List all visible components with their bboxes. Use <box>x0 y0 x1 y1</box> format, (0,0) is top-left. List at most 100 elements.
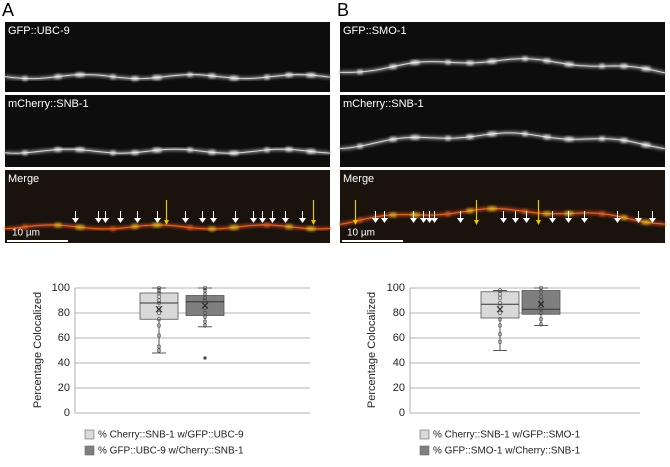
puncta <box>599 211 605 216</box>
y-axis-label: Percentage Colocalized <box>366 292 378 408</box>
data-point <box>156 285 162 291</box>
puncta <box>152 222 162 227</box>
puncta <box>152 75 162 80</box>
puncta <box>75 225 85 230</box>
data-point <box>156 323 162 328</box>
arrow-yellow-head <box>474 220 479 225</box>
y-tick-label: 0 <box>399 407 405 419</box>
puncta <box>357 144 363 149</box>
data-point <box>497 317 503 322</box>
data-point <box>156 310 162 316</box>
puncta <box>389 212 397 217</box>
arrow <box>512 211 519 223</box>
panel-label: A <box>2 0 14 20</box>
data-point <box>156 290 162 296</box>
data-point <box>156 317 162 322</box>
puncta <box>264 147 270 152</box>
image-label: Merge <box>343 173 374 185</box>
puncta <box>22 76 28 81</box>
puncta <box>285 72 293 77</box>
arrow <box>523 211 530 223</box>
arrow <box>72 211 79 223</box>
image-label: Merge <box>8 173 39 185</box>
data-point <box>538 294 544 299</box>
puncta <box>445 136 451 141</box>
puncta <box>487 206 497 211</box>
data-point <box>497 310 503 316</box>
data-point <box>497 332 503 337</box>
arrow <box>232 211 239 223</box>
data-point <box>156 333 162 338</box>
mean-marker <box>155 305 163 313</box>
legend-swatch <box>419 429 430 440</box>
arrow <box>117 211 124 223</box>
image-label: GFP::SMO-1 <box>343 25 407 37</box>
arrow <box>154 211 161 223</box>
arrow <box>381 211 388 223</box>
arrow <box>565 211 572 223</box>
data-point <box>202 319 208 324</box>
puncta <box>543 211 551 216</box>
arrow-yellow-head <box>353 220 358 225</box>
puncta <box>264 75 270 80</box>
puncta <box>229 151 239 156</box>
data-point <box>202 310 208 316</box>
arrow <box>426 211 433 223</box>
micrograph <box>5 22 330 92</box>
data-point <box>202 288 208 293</box>
puncta <box>522 131 528 136</box>
micrograph <box>340 170 665 243</box>
arrow <box>549 211 556 223</box>
puncta <box>187 147 193 152</box>
arrow <box>299 211 306 223</box>
puncta <box>522 209 528 214</box>
puncta <box>306 73 316 78</box>
puncta <box>599 64 605 69</box>
puncta <box>54 74 62 79</box>
y-tick-label: 20 <box>58 382 70 394</box>
puncta <box>389 64 397 69</box>
data-point <box>497 300 503 306</box>
arrow <box>635 211 642 223</box>
puncta <box>543 58 551 63</box>
puncta <box>131 150 139 155</box>
puncta <box>445 60 451 65</box>
puncta <box>306 149 316 154</box>
data-point <box>156 300 162 306</box>
puncta <box>22 224 28 229</box>
data-point <box>497 323 503 328</box>
legend-swatch <box>84 429 95 440</box>
data-point <box>202 285 208 291</box>
arrow <box>182 211 189 223</box>
data-point <box>202 298 208 303</box>
micrograph <box>340 95 665 167</box>
legend-swatch <box>84 445 95 456</box>
puncta <box>466 60 474 65</box>
puncta <box>152 148 162 153</box>
puncta <box>131 76 139 81</box>
puncta <box>487 131 497 136</box>
puncta <box>564 137 574 142</box>
mean-marker <box>496 305 504 313</box>
puncta <box>641 66 651 71</box>
puncta <box>357 218 363 223</box>
puncta <box>466 134 474 139</box>
puncta <box>229 225 239 230</box>
mean-marker <box>201 302 209 309</box>
puncta <box>620 64 628 69</box>
arrow <box>259 211 266 223</box>
puncta <box>389 137 397 142</box>
puncta <box>110 150 116 155</box>
image-label: mCherry::SNB-1 <box>343 98 424 110</box>
arrow <box>95 211 102 223</box>
arrow <box>282 211 289 223</box>
puncta <box>54 147 62 152</box>
data-point <box>538 285 544 291</box>
micrograph <box>340 22 665 92</box>
puncta <box>75 72 85 77</box>
legend-label: % Cherry::SNB-1 w/GFP::UBC-9 <box>98 430 244 441</box>
image-label: GFP::UBC-9 <box>8 25 70 37</box>
data-point <box>538 317 544 322</box>
arrow <box>431 211 438 223</box>
